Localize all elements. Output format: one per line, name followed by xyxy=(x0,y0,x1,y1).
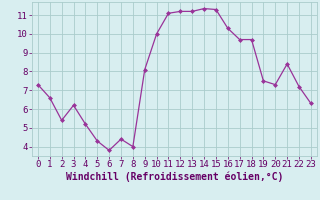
X-axis label: Windchill (Refroidissement éolien,°C): Windchill (Refroidissement éolien,°C) xyxy=(66,172,283,182)
